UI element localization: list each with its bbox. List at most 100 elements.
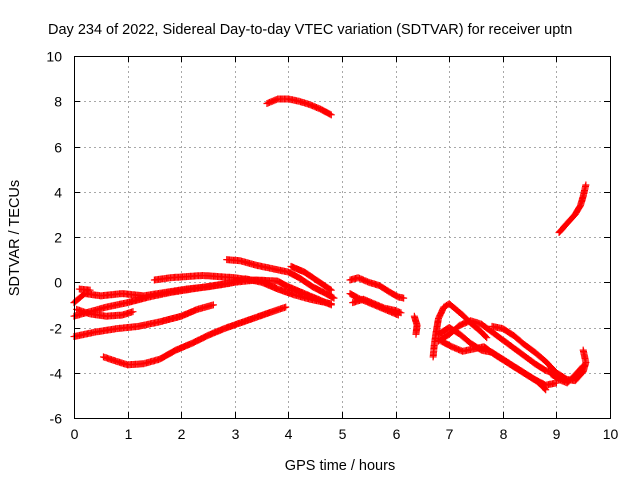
data-point	[483, 334, 491, 342]
x-tick-label: 9	[553, 426, 561, 442]
series-trace	[377, 282, 393, 296]
series-trace	[296, 275, 315, 290]
data-point	[579, 346, 587, 354]
series-trace	[275, 286, 296, 298]
series-trace	[446, 301, 457, 311]
series-trace	[511, 332, 527, 348]
data-marks	[70, 95, 590, 394]
series-trace	[532, 361, 548, 374]
series-trace	[438, 338, 455, 350]
series-trace	[286, 283, 307, 297]
series-trace	[288, 263, 307, 276]
series-trace	[178, 306, 200, 320]
series-trace	[393, 307, 404, 316]
series-trace	[302, 269, 321, 284]
series-trace	[481, 344, 498, 358]
series-trace	[387, 289, 401, 300]
series-trace	[291, 291, 312, 303]
data-point	[327, 111, 335, 119]
y-tick-label: 0	[54, 275, 62, 291]
y-tick-label: 2	[54, 230, 62, 246]
data-point	[400, 294, 408, 302]
series-trace	[441, 301, 452, 310]
x-tick-label: 1	[125, 426, 133, 442]
x-tick-label: 8	[500, 426, 508, 442]
data-point	[327, 301, 335, 309]
series-trace	[136, 318, 162, 330]
series-trace	[71, 291, 88, 306]
series-trace	[548, 371, 562, 383]
series-trace	[492, 351, 508, 365]
y-tick-label: -6	[50, 411, 63, 427]
series-trace	[238, 257, 259, 269]
series-trace	[564, 211, 578, 226]
series-trace	[572, 363, 586, 378]
series-trace	[254, 308, 275, 321]
series-trace	[104, 299, 130, 311]
series-trace	[457, 331, 474, 346]
series-trace	[98, 290, 125, 300]
series-arc-4	[75, 285, 94, 294]
y-axis-label: SDTVAR / TECUs	[7, 180, 23, 296]
data-point	[397, 309, 405, 317]
data-point	[86, 286, 94, 294]
series-arc-13	[349, 295, 405, 317]
data-point	[209, 301, 217, 309]
series-trace	[302, 290, 323, 304]
series-trace	[524, 372, 540, 385]
series-trace	[157, 313, 184, 325]
series-trace	[521, 353, 538, 367]
series-arc-15	[429, 300, 491, 361]
series-trace	[286, 269, 302, 281]
x-tick-label: 0	[71, 426, 79, 442]
x-axis-label: GPS time / hours	[285, 458, 395, 474]
series-trace	[168, 285, 195, 296]
data-point	[412, 330, 420, 338]
chart-title: Day 234 of 2022, Sidereal Day-to-day VTE…	[48, 22, 572, 38]
data-point	[327, 286, 335, 294]
series-trace	[254, 262, 275, 272]
data-point	[129, 308, 137, 316]
series-trace	[189, 332, 211, 347]
series-arc-6	[150, 271, 271, 285]
series-trace	[315, 278, 334, 293]
x-tick-label: 10	[603, 426, 619, 442]
series-trace	[71, 328, 98, 340]
series-trace	[347, 290, 361, 301]
data-point	[542, 386, 550, 394]
series-trace	[535, 379, 549, 393]
data-point	[330, 294, 338, 302]
series-arc-9	[287, 262, 335, 294]
y-tick-label: -2	[50, 321, 63, 337]
series-arc-2	[70, 276, 335, 320]
data-point	[579, 362, 587, 370]
x-tick-label: 4	[285, 426, 293, 442]
series-trace	[521, 341, 538, 356]
series-trace	[195, 301, 216, 313]
series-trace	[323, 290, 337, 301]
series-trace	[572, 369, 586, 384]
series-trace	[141, 356, 162, 367]
series-trace	[275, 278, 291, 290]
series-trace	[452, 305, 466, 318]
series-arc-8	[223, 256, 338, 302]
series-arc-11	[346, 274, 408, 302]
data-point	[282, 303, 290, 311]
series-trace	[572, 203, 584, 217]
series-trace	[93, 325, 119, 336]
series-trace	[478, 321, 495, 335]
series-trace	[173, 340, 195, 354]
x-tick-label: 2	[178, 426, 186, 442]
series-arc-14	[410, 312, 421, 338]
series-trace	[152, 274, 173, 284]
series-arc-18	[437, 337, 550, 394]
y-tick-label: -4	[50, 366, 63, 382]
y-tick-label: 6	[54, 140, 62, 156]
series-trace	[500, 337, 516, 351]
series-trace	[503, 358, 519, 371]
series-arc-5	[70, 301, 217, 341]
series-trace	[478, 329, 490, 340]
series-trace	[489, 329, 506, 343]
y-tick-label: 4	[54, 185, 62, 201]
